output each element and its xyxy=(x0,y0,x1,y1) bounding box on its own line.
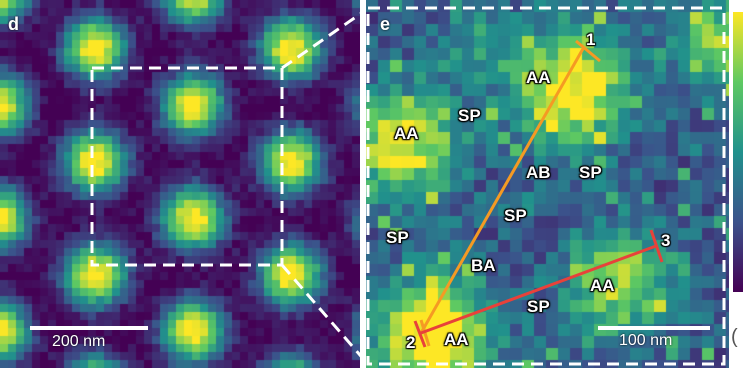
region-label: SP xyxy=(527,297,550,316)
moire-map-e xyxy=(366,0,729,368)
linecut-1 xyxy=(419,46,586,334)
linecut-2-end-cap xyxy=(649,229,664,263)
moire-map-d xyxy=(0,0,360,368)
zoom-connector-top xyxy=(281,12,360,70)
point-label: 1 xyxy=(586,30,596,49)
region-label: AA xyxy=(394,124,419,143)
panel-label-d: d xyxy=(8,14,19,34)
panel-d: d 200 nm xyxy=(0,0,360,368)
linecut-2-start-cap xyxy=(413,320,427,348)
zoom-frame xyxy=(366,6,726,366)
scalebar-e xyxy=(598,326,710,330)
region-label: AB xyxy=(526,163,551,182)
linecut-1-end-cap xyxy=(575,39,601,63)
point-label: 2 xyxy=(406,333,416,352)
panel-e: e AA SP AA AB SP SP SP BA AA SP AA 1 2 3… xyxy=(366,0,729,368)
point-label: 3 xyxy=(661,231,671,250)
scalebar-label-e: 100 nm xyxy=(619,332,673,349)
scalebar-label-d: 200 nm xyxy=(52,333,106,350)
panel-e-overlay xyxy=(366,6,726,366)
region-label: SP xyxy=(386,228,409,247)
region-label: SP xyxy=(458,106,481,125)
cropped-glyph: ( xyxy=(731,326,738,348)
colorbar xyxy=(733,12,743,292)
region-label: AA xyxy=(526,68,551,87)
zoom-box xyxy=(90,66,284,267)
region-label: SP xyxy=(579,163,602,182)
panel-label-e: e xyxy=(380,14,391,34)
scalebar-d xyxy=(30,326,148,330)
zoom-connector-bottom xyxy=(280,264,360,358)
panel-d-overlay xyxy=(30,12,360,358)
linecut-2 xyxy=(420,244,657,335)
region-label: BA xyxy=(471,256,496,275)
region-label: SP xyxy=(504,206,527,225)
region-label: AA xyxy=(444,330,469,349)
region-label: AA xyxy=(590,276,615,295)
